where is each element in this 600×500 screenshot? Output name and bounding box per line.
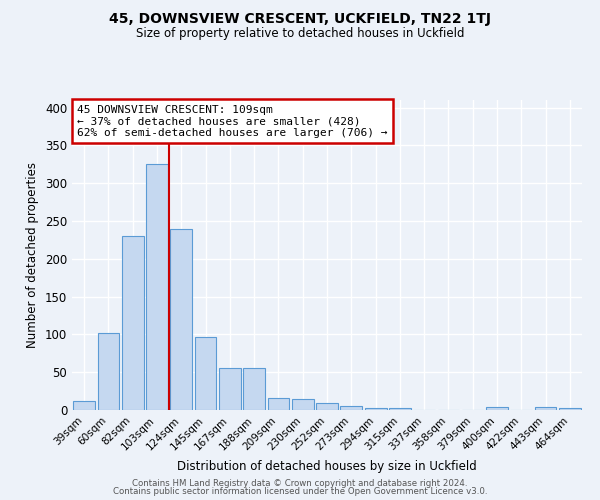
Bar bbox=[194, 336, 217, 410]
Text: Size of property relative to detached houses in Uckfield: Size of property relative to detached ho… bbox=[136, 28, 464, 40]
Text: Contains public sector information licensed under the Open Government Licence v3: Contains public sector information licen… bbox=[113, 487, 487, 496]
Text: Contains HM Land Registry data © Crown copyright and database right 2024.: Contains HM Land Registry data © Crown c… bbox=[132, 478, 468, 488]
Bar bbox=[389, 408, 411, 410]
Bar bbox=[365, 408, 386, 410]
Bar bbox=[170, 228, 192, 410]
Bar bbox=[559, 408, 581, 410]
Y-axis label: Number of detached properties: Number of detached properties bbox=[26, 162, 40, 348]
Text: 45 DOWNSVIEW CRESCENT: 109sqm
← 37% of detached houses are smaller (428)
62% of : 45 DOWNSVIEW CRESCENT: 109sqm ← 37% of d… bbox=[77, 104, 388, 138]
Bar bbox=[243, 368, 265, 410]
Text: 45, DOWNSVIEW CRESCENT, UCKFIELD, TN22 1TJ: 45, DOWNSVIEW CRESCENT, UCKFIELD, TN22 1… bbox=[109, 12, 491, 26]
Bar bbox=[535, 407, 556, 410]
Bar bbox=[486, 407, 508, 410]
X-axis label: Distribution of detached houses by size in Uckfield: Distribution of detached houses by size … bbox=[177, 460, 477, 473]
Bar bbox=[146, 164, 168, 410]
Bar bbox=[219, 368, 241, 410]
Bar bbox=[292, 400, 314, 410]
Bar bbox=[340, 406, 362, 410]
Bar bbox=[73, 401, 95, 410]
Bar bbox=[97, 333, 119, 410]
Bar bbox=[268, 398, 289, 410]
Bar bbox=[316, 403, 338, 410]
Bar bbox=[122, 236, 143, 410]
